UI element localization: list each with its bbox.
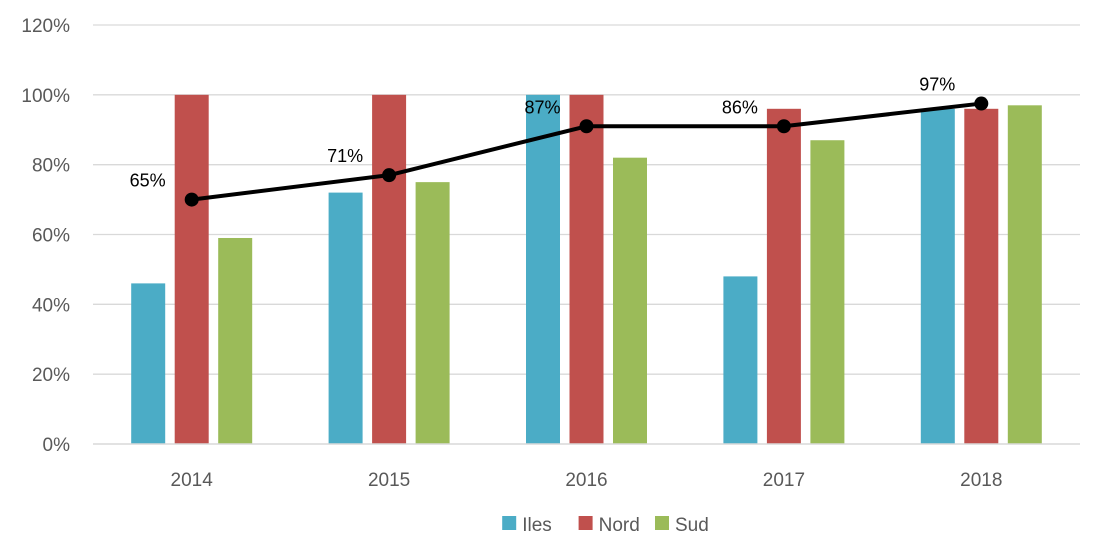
bar-iles-2017	[723, 276, 758, 444]
total-line-series	[184, 96, 989, 207]
y-tick-label: 0%	[43, 435, 71, 456]
bar-nord-2014	[174, 94, 209, 444]
x-tick-label: 2018	[960, 470, 1002, 491]
legend-swatch-sud	[655, 516, 669, 530]
bar-nord-2018	[964, 108, 999, 445]
x-tick-label: 2014	[171, 470, 214, 491]
x-tick-label: 2017	[763, 470, 805, 491]
bar-sud-2016	[613, 157, 647, 444]
y-tick-label: 80%	[32, 156, 70, 177]
x-tick-label: 2015	[368, 470, 410, 491]
total-data-label-2015: 71%	[327, 146, 363, 166]
bar-iles-2016	[526, 94, 560, 444]
y-tick-label: 120%	[21, 16, 70, 37]
bars	[131, 94, 1042, 445]
y-tick-label: 40%	[32, 295, 70, 316]
y-tick-label: 100%	[21, 86, 70, 107]
y-tick-label: 20%	[32, 365, 70, 386]
total-data-label-2018: 97%	[919, 75, 955, 95]
bar-nord-2017	[766, 108, 801, 445]
bar-sud-2018	[1007, 105, 1042, 444]
y-axis-ticks: 0% 20% 40% 60% 80% 100% 120%	[21, 16, 70, 456]
bar-sud-2017	[810, 140, 845, 445]
x-axis-ticks: 2014 2015 2016 2017 2018	[171, 470, 1003, 491]
y-tick-label: 60%	[32, 226, 70, 247]
total-line-marker-2018	[974, 96, 989, 111]
legend-swatch-iles	[502, 516, 517, 530]
bar-iles-2014	[131, 283, 166, 444]
total-line-marker-2017	[776, 119, 791, 134]
total-line-marker-2016	[579, 119, 594, 134]
bar-sud-2015	[415, 182, 450, 445]
total-data-label-2014: 65%	[130, 171, 166, 191]
legend-label-iles: Iles	[522, 515, 552, 536]
legend-swatch-nord	[578, 516, 593, 530]
bar-nord-2016	[569, 94, 604, 444]
data-labels: 65% 71% 87% 86% 97%	[130, 75, 956, 191]
bar-iles-2015	[328, 192, 363, 444]
bar-sud-2014	[218, 237, 253, 444]
legend: Iles Nord Sud	[502, 515, 709, 536]
x-tick-label: 2016	[565, 470, 607, 491]
bar-nord-2015	[372, 94, 407, 444]
total-line-marker-2014	[184, 192, 199, 207]
bar-iles-2018	[920, 108, 955, 445]
total-line-marker-2015	[382, 168, 397, 183]
total-data-label-2016: 87%	[524, 97, 560, 117]
total-data-label-2017: 86%	[722, 97, 758, 117]
legend-label-sud: Sud	[675, 515, 709, 536]
legend-label-nord: Nord	[599, 515, 640, 536]
